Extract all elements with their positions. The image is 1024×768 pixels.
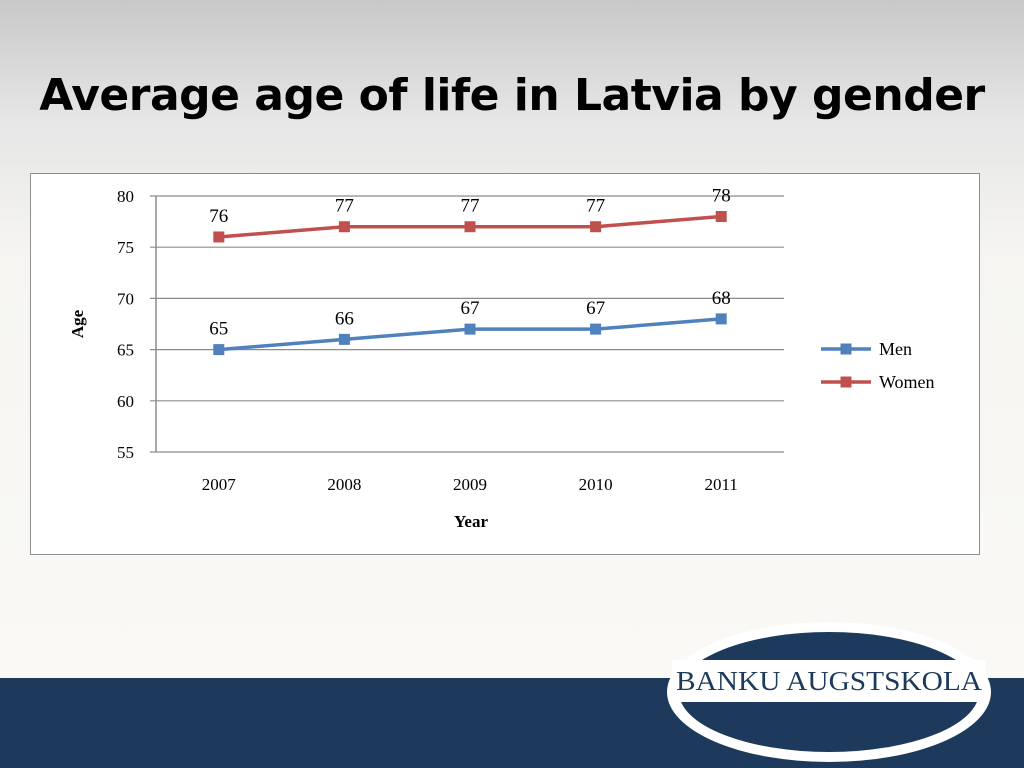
y-tick-label: 70: [117, 289, 134, 308]
data-point-men: [464, 323, 476, 335]
data-label-women: 77: [335, 196, 354, 217]
y-tick-label: 80: [117, 187, 134, 206]
x-axis-title: Year: [454, 512, 488, 531]
data-label-men: 67: [586, 298, 605, 319]
data-label-women: 77: [586, 196, 605, 217]
data-label-men: 68: [712, 288, 731, 309]
data-label-men: 65: [209, 319, 228, 340]
y-tick-labels: 55 60 65 70 75 80: [117, 187, 134, 462]
data-point-women: [715, 210, 727, 222]
x-tick-label: 2007: [202, 475, 237, 494]
series-lines: 65 66 67 67 68 76 77 77 77 78: [209, 185, 731, 356]
data-point-men: [590, 323, 602, 335]
y-axis-title: Age: [68, 309, 87, 338]
legend-marker-women: [840, 376, 852, 388]
data-point-men: [715, 313, 727, 325]
slide-title: Average age of life in Latvia by gender: [39, 70, 985, 121]
data-point-women: [213, 231, 225, 243]
logo-band: [672, 660, 986, 702]
y-tick-label: 75: [117, 238, 134, 257]
data-label-women: 78: [712, 185, 731, 206]
x-tick-label: 2008: [327, 475, 361, 494]
data-point-men: [213, 344, 225, 356]
logo-text: BANKU AUGSTSKOLA: [676, 666, 983, 696]
legend-marker-men: [840, 343, 852, 355]
x-tick-labels: 2007 2008 2009 2010 2011: [202, 475, 738, 494]
y-tick-label: 60: [117, 392, 134, 411]
data-label-men: 67: [461, 298, 480, 319]
line-chart: 55 60 65 70 75 80 2007 2008 2009 2010 2011 Year A…: [68, 185, 935, 531]
gridlines: [150, 195, 784, 453]
data-point-women: [590, 221, 602, 233]
chart-frame: 55 60 65 70 75 80 2007 2008 2009 2010 2011 Year A…: [30, 173, 980, 555]
data-point-women: [464, 221, 476, 233]
x-tick-label: 2011: [705, 475, 738, 494]
data-label-women: 76: [209, 206, 228, 227]
data-point-women: [338, 221, 350, 233]
legend-label-women: Women: [879, 372, 935, 392]
x-tick-label: 2010: [579, 475, 613, 494]
banku-augstskola-logo: BANKU AUGSTSKOLA: [667, 622, 991, 762]
y-tick-label: 65: [117, 341, 134, 360]
legend-label-men: Men: [879, 339, 912, 359]
x-tick-label: 2009: [453, 475, 487, 494]
data-label-women: 77: [461, 196, 480, 217]
data-label-men: 66: [335, 308, 354, 329]
legend: Men Women: [821, 339, 935, 392]
data-point-men: [338, 333, 350, 345]
y-tick-label: 55: [117, 443, 134, 462]
